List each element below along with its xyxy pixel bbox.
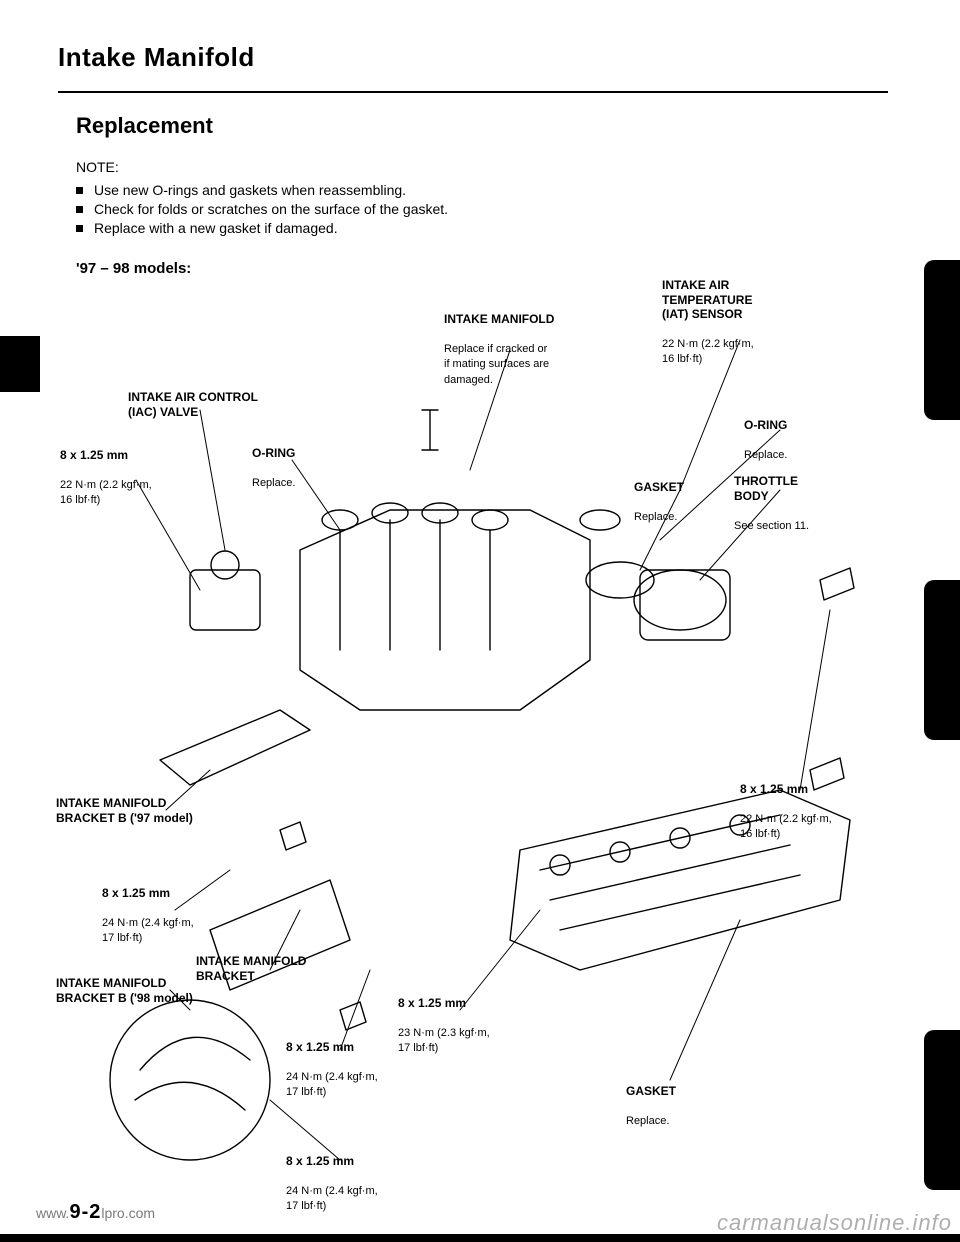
callout-title: INTAKE MANIFOLD BRACKET bbox=[196, 954, 306, 982]
callout-iat-sensor: INTAKE AIR TEMPERATURE (IAT) SENSOR 22 N… bbox=[662, 264, 754, 366]
exploded-diagram: INTAKE AIR TEMPERATURE (IAT) SENSOR 22 N… bbox=[40, 270, 910, 1190]
title-rule bbox=[58, 91, 888, 93]
callout-title: INTAKE MANIFOLD bbox=[444, 312, 554, 326]
callout-title: 8 x 1.25 mm bbox=[286, 1040, 354, 1054]
callout-bolt-24c: 8 x 1.25 mm 24 N·m (2.4 kgf·m, 17 lbf·ft… bbox=[286, 1140, 378, 1214]
binder-mark-left bbox=[0, 336, 40, 392]
page-code: 9-2 bbox=[69, 1201, 101, 1223]
callout-gasket-top: GASKET Replace. bbox=[634, 466, 684, 524]
callout-oring-left: O-RING Replace. bbox=[252, 432, 295, 490]
callout-sub: See section 11. bbox=[734, 520, 809, 532]
callout-torque: 24 N·m (2.4 kgf·m, 17 lbf·ft) bbox=[102, 917, 194, 944]
section-title: Replacement bbox=[76, 113, 888, 139]
callout-torque: 22 N·m (2.2 kgf·m, 16 lbf·ft) bbox=[60, 479, 152, 506]
binder-tab bbox=[924, 260, 960, 420]
callout-title: GASKET bbox=[634, 480, 684, 494]
callout-title: 8 x 1.25 mm bbox=[60, 448, 128, 462]
footer-url-right: lpro.com bbox=[101, 1205, 155, 1221]
callout-intake-manifold: INTAKE MANIFOLD Replace if cracked or if… bbox=[444, 298, 554, 387]
callout-bolt-right: 8 x 1.25 mm 22 N·m (2.2 kgf·m, 16 lbf·ft… bbox=[740, 768, 832, 842]
note-item: Replace with a new gasket if damaged. bbox=[76, 219, 888, 238]
callout-title: O-RING bbox=[252, 446, 295, 460]
callout-bolt-23: 8 x 1.25 mm 23 N·m (2.3 kgf·m, 17 lbf·ft… bbox=[398, 982, 490, 1056]
callout-title: INTAKE MANIFOLD BRACKET B ('97 model) bbox=[56, 796, 193, 824]
callout-title: 8 x 1.25 mm bbox=[398, 996, 466, 1010]
callout-bracket-b-98: INTAKE MANIFOLD BRACKET B ('98 model) bbox=[56, 962, 193, 1005]
callout-bracket: INTAKE MANIFOLD BRACKET bbox=[196, 940, 306, 983]
callout-bolt-24a: 8 x 1.25 mm 24 N·m (2.4 kgf·m, 17 lbf·ft… bbox=[102, 872, 194, 946]
callout-torque: 22 N·m (2.2 kgf·m, 16 lbf·ft) bbox=[740, 813, 832, 840]
notes-list: Use new O-rings and gaskets when reassem… bbox=[76, 181, 888, 238]
bottom-bar bbox=[0, 1234, 960, 1242]
callout-bracket-b-97: INTAKE MANIFOLD BRACKET B ('97 model) bbox=[56, 782, 193, 825]
note-label: NOTE: bbox=[76, 159, 888, 175]
callout-title: INTAKE AIR TEMPERATURE (IAT) SENSOR bbox=[662, 278, 752, 321]
callout-title: 8 x 1.25 mm bbox=[102, 886, 170, 900]
callout-bolt-24b: 8 x 1.25 mm 24 N·m (2.4 kgf·m, 17 lbf·ft… bbox=[286, 1026, 378, 1100]
callout-sub: Replace. bbox=[634, 511, 677, 523]
callout-torque: 23 N·m (2.3 kgf·m, 17 lbf·ft) bbox=[398, 1027, 490, 1054]
watermark: carmanualsonline.info bbox=[717, 1210, 952, 1236]
binder-tab bbox=[924, 1030, 960, 1190]
callout-torque: 22 N·m (2.2 kgf·m, 16 lbf·ft) bbox=[662, 338, 754, 365]
callout-title: THROTTLE BODY bbox=[734, 474, 798, 502]
callout-throttle-body: THROTTLE BODY See section 11. bbox=[734, 460, 809, 533]
callout-sub: Replace. bbox=[626, 1115, 669, 1127]
callout-torque: 24 N·m (2.4 kgf·m, 17 lbf·ft) bbox=[286, 1185, 378, 1212]
binder-tab bbox=[924, 580, 960, 740]
callout-title: 8 x 1.25 mm bbox=[286, 1154, 354, 1168]
footer-url-left: www. bbox=[36, 1205, 69, 1221]
callout-title: 8 x 1.25 mm bbox=[740, 782, 808, 796]
callout-title: INTAKE AIR CONTROL (IAC) VALVE bbox=[128, 390, 258, 418]
note-item: Check for folds or scratches on the surf… bbox=[76, 200, 888, 219]
callout-title: GASKET bbox=[626, 1084, 676, 1098]
callout-torque: 24 N·m (2.4 kgf·m, 17 lbf·ft) bbox=[286, 1071, 378, 1098]
note-item: Use new O-rings and gaskets when reassem… bbox=[76, 181, 888, 200]
page-title: Intake Manifold bbox=[58, 42, 888, 73]
callout-oring-top: O-RING Replace. bbox=[744, 404, 787, 462]
callout-title: O-RING bbox=[744, 418, 787, 432]
footer: www.9-2lpro.com bbox=[36, 1201, 155, 1224]
callout-bolt-left: 8 x 1.25 mm 22 N·m (2.2 kgf·m, 16 lbf·ft… bbox=[60, 434, 152, 508]
callout-iac-valve: INTAKE AIR CONTROL (IAC) VALVE bbox=[128, 376, 258, 419]
callout-sub: Replace. bbox=[252, 477, 295, 489]
callout-title: INTAKE MANIFOLD BRACKET B ('98 model) bbox=[56, 976, 193, 1004]
callout-gasket-bottom: GASKET Replace. bbox=[626, 1070, 676, 1128]
callout-sub: Replace if cracked or if mating surfaces… bbox=[444, 343, 549, 385]
